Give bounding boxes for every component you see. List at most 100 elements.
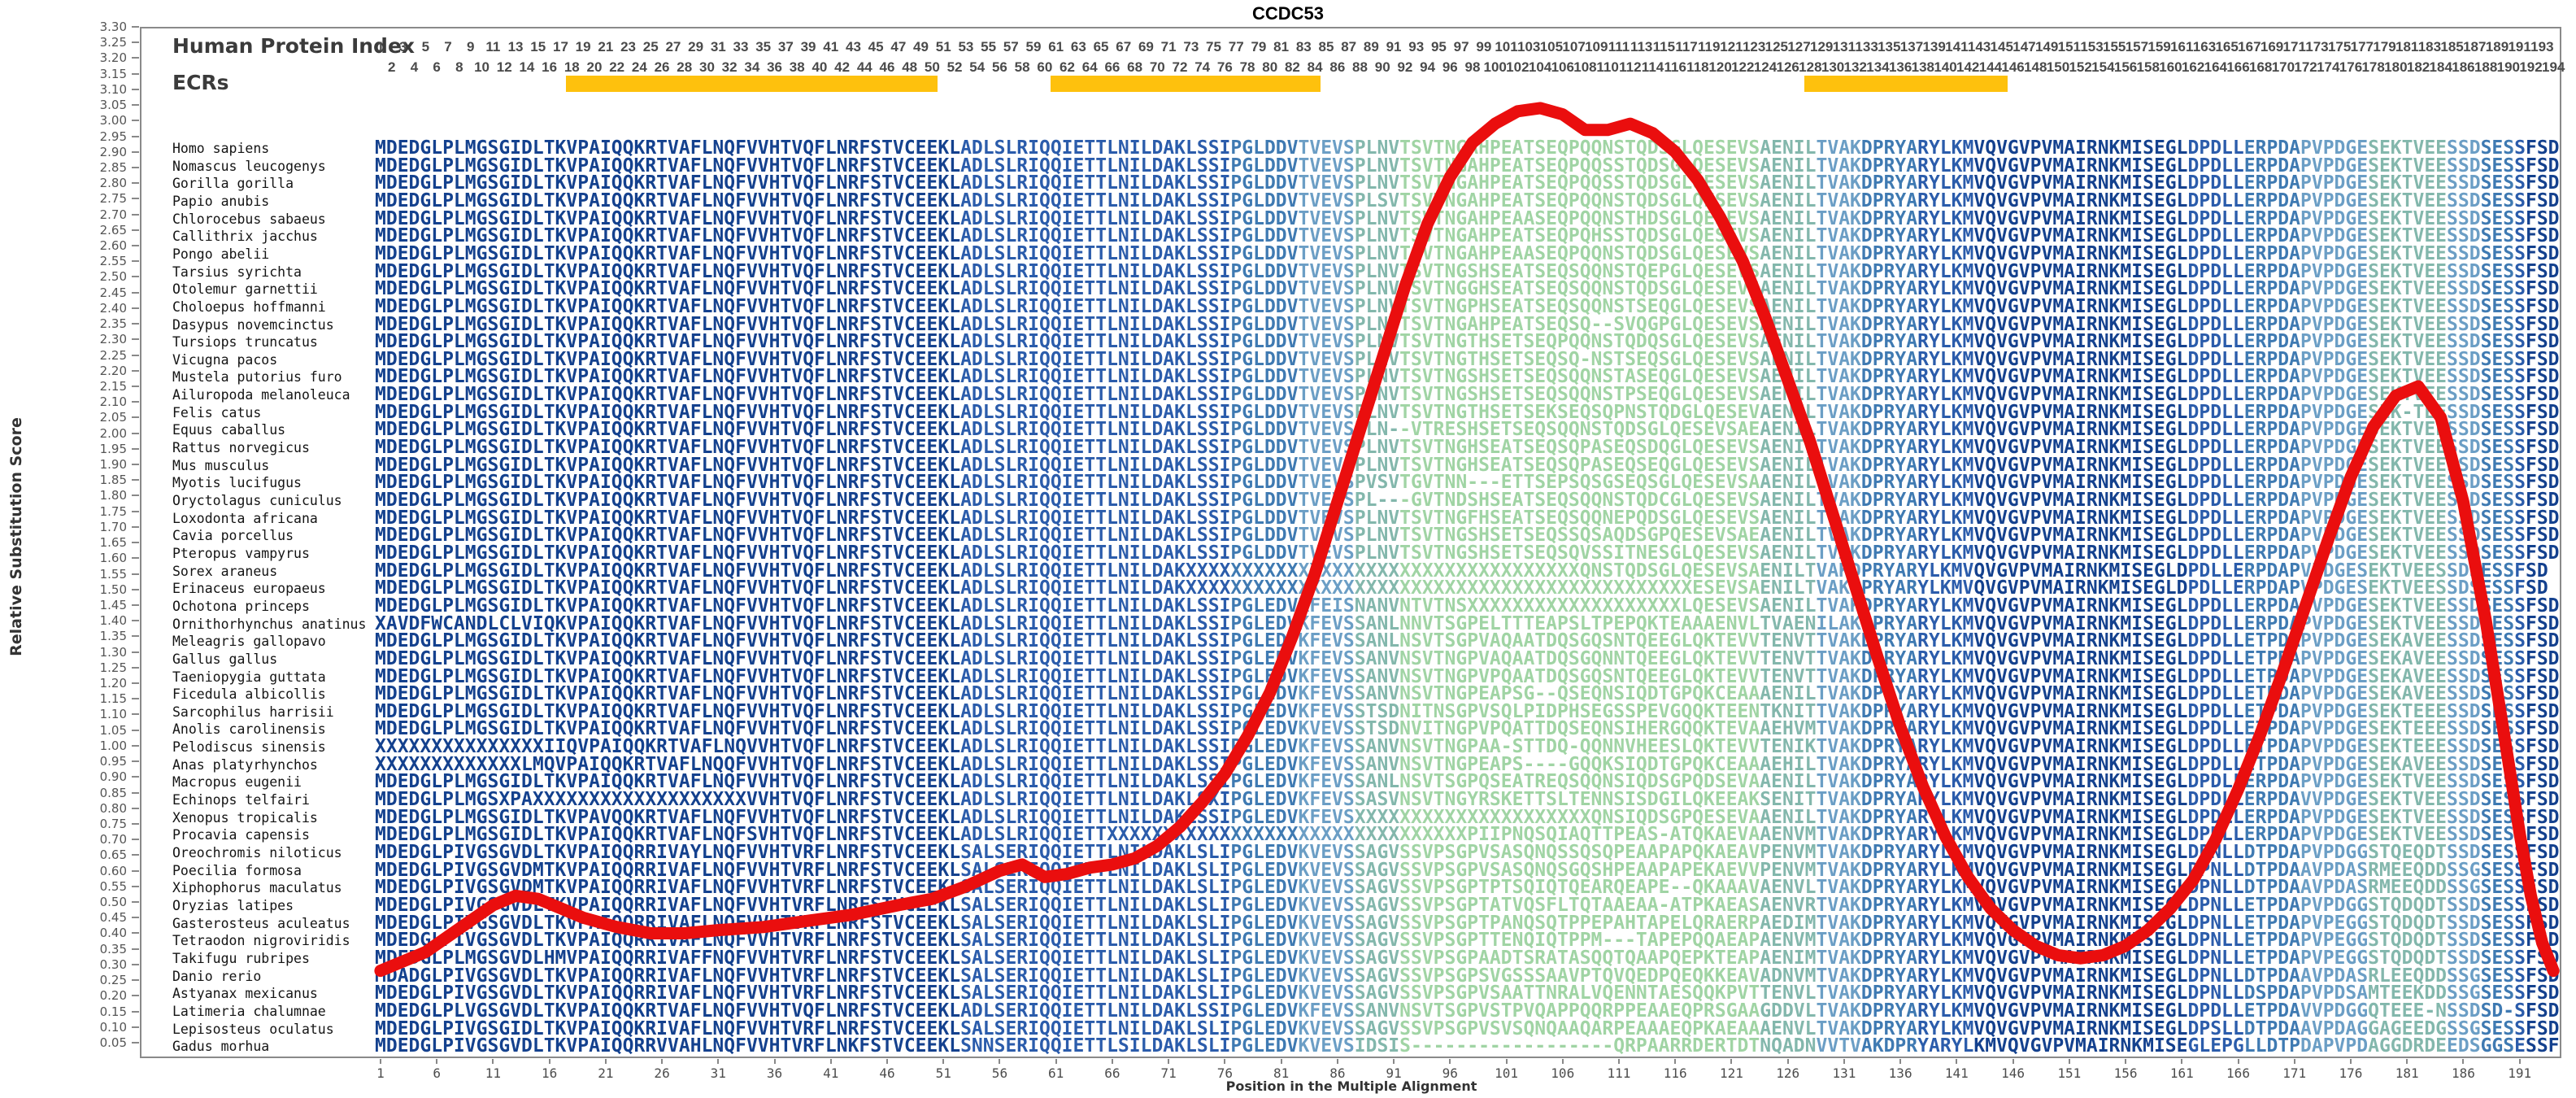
y-tick-mark <box>132 385 139 387</box>
x-tick-label: 131 <box>1832 1065 1856 1081</box>
column-number: 74 <box>1194 59 1211 75</box>
column-number: 86 <box>1329 59 1346 75</box>
y-tick-mark <box>132 869 139 872</box>
y-tick-label: 1.70 <box>99 519 127 534</box>
x-axis-title: Position in the Multiple Alignment <box>1225 1078 1477 1094</box>
x-tick-label: 186 <box>2451 1065 2475 1081</box>
y-tick-mark <box>132 729 139 731</box>
x-tick-mark <box>1055 1059 1057 1064</box>
species-name: Dasypus novemcinctus <box>172 316 334 333</box>
column-number: 31 <box>710 39 726 54</box>
column-number: 143 <box>1967 39 1991 54</box>
species-name: Papio anubis <box>172 193 270 209</box>
column-number: 117 <box>1675 39 1698 54</box>
species-name: Rattus norvegicus <box>172 440 310 456</box>
x-tick-mark <box>1730 1059 1733 1064</box>
column-number: 163 <box>2192 39 2217 54</box>
x-tick-label: 166 <box>2226 1065 2250 1081</box>
column-number: 113 <box>1630 39 1653 54</box>
column-number: 149 <box>2034 39 2059 54</box>
y-tick-label: 2.90 <box>99 144 127 159</box>
column-number: 100 <box>1483 59 1507 75</box>
y-tick-mark <box>132 104 139 107</box>
column-number: 170 <box>2271 59 2295 75</box>
x-tick-label: 6 <box>433 1065 441 1081</box>
x-tick-mark <box>2293 1059 2295 1064</box>
column-number: 159 <box>2147 39 2171 54</box>
y-tick-mark <box>132 447 139 450</box>
x-tick-mark <box>1899 1059 1902 1064</box>
page-title: CCDC53 <box>1251 3 1325 24</box>
column-number: 164 <box>2204 59 2227 75</box>
x-tick-label: 181 <box>2395 1065 2419 1081</box>
column-number: 29 <box>688 39 704 54</box>
y-tick-mark <box>132 854 139 856</box>
y-tick-mark <box>132 807 139 809</box>
x-tick-label: 1 <box>376 1065 385 1081</box>
y-tick-mark <box>132 41 139 44</box>
column-number: 102 <box>1506 59 1530 75</box>
column-number: 90 <box>1374 59 1390 75</box>
sequence-row: MDEDGLPLVGSGVDLTKVPAIQQKRTVAFLNQFVVHTVQF… <box>375 1000 2560 1022</box>
column-number: 176 <box>2339 59 2363 75</box>
column-number: 70 <box>1149 59 1165 75</box>
column-number: 42 <box>834 59 851 75</box>
y-tick-label: 1.05 <box>99 722 127 738</box>
y-axis-title: Relative Substitution Score <box>7 417 25 656</box>
y-tick-mark <box>132 557 139 560</box>
column-number: 11 <box>485 39 501 54</box>
x-tick-label: 26 <box>654 1065 670 1081</box>
species-name: Anolis carolinensis <box>172 721 326 738</box>
column-number: 16 <box>542 59 558 75</box>
y-tick-label: 3.20 <box>99 50 127 66</box>
column-number: 19 <box>575 39 591 54</box>
y-tick-label: 2.35 <box>99 316 127 332</box>
column-number: 65 <box>1093 39 1109 54</box>
column-number: 81 <box>1273 39 1290 54</box>
column-number: 110 <box>1596 59 1619 75</box>
column-number: 124 <box>1753 59 1778 75</box>
x-tick-label: 171 <box>2282 1065 2307 1081</box>
column-number: 95 <box>1430 39 1447 54</box>
column-number: 145 <box>1990 39 2013 54</box>
column-number: 14 <box>519 59 535 75</box>
x-tick-mark <box>829 1059 832 1064</box>
y-tick-label: 1.00 <box>99 738 127 753</box>
column-number: 154 <box>2091 59 2115 75</box>
x-tick-mark <box>492 1059 494 1064</box>
ecr-bar <box>1804 76 2008 92</box>
y-tick-mark <box>132 698 139 700</box>
x-tick-mark <box>1561 1059 1564 1064</box>
species-name: Tursiops truncatus <box>172 334 318 351</box>
species-name: Ornithorhynchus anatinus <box>172 616 367 632</box>
y-tick-label: 0.50 <box>99 895 127 910</box>
column-number: 109 <box>1585 39 1608 54</box>
ecr-bar <box>566 76 938 92</box>
column-number: 47 <box>890 39 907 54</box>
x-tick-mark <box>1449 1059 1451 1064</box>
column-number: 185 <box>2440 39 2464 54</box>
x-tick-mark <box>886 1059 888 1064</box>
column-number: 104 <box>1528 59 1552 75</box>
y-tick-label: 0.80 <box>99 800 127 816</box>
x-tick-label: 116 <box>1663 1065 1687 1081</box>
column-number: 50 <box>924 59 940 75</box>
y-tick-mark <box>132 791 139 794</box>
y-tick-label: 2.70 <box>99 207 127 222</box>
column-number: 10 <box>474 59 490 75</box>
x-tick-mark <box>2406 1059 2408 1064</box>
column-number: 12 <box>496 59 512 75</box>
y-tick-mark <box>132 1026 139 1028</box>
plot-frame <box>140 27 2561 1058</box>
column-number: 146 <box>2001 59 2025 75</box>
column-number: 37 <box>777 39 794 54</box>
y-tick-label: 0.60 <box>99 863 127 878</box>
y-tick-mark <box>132 635 139 638</box>
x-tick-mark <box>604 1059 607 1064</box>
human-protein-index-label: Human Protein Index <box>172 34 416 58</box>
column-number: 38 <box>789 59 805 75</box>
x-tick-mark <box>1111 1059 1113 1064</box>
y-tick-label: 2.55 <box>99 254 127 269</box>
x-tick-label: 176 <box>2339 1065 2363 1081</box>
column-number: 194 <box>2542 59 2565 75</box>
